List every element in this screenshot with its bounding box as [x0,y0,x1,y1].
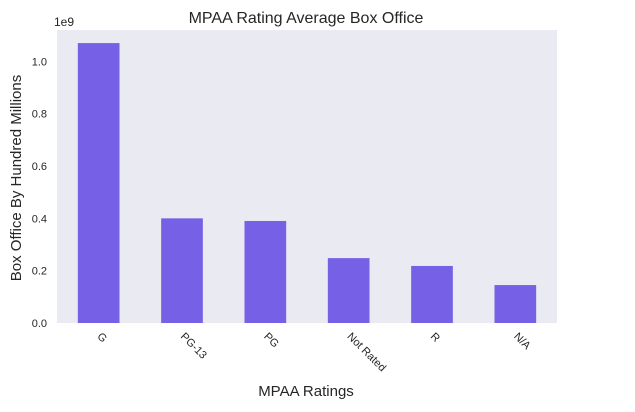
y-tick-label: 1.0 [32,56,47,68]
x-tick-label: Not Rated [345,331,389,375]
bar-pg-13 [161,218,203,323]
bar-n-a [494,285,537,323]
bar-pg [244,220,287,323]
chart-title: MPAA Rating Average Box Office [189,10,424,27]
bar-not-rated [327,258,370,323]
x-tick-label: G [95,331,110,346]
x-tick-label: PG-13 [178,331,209,362]
y-axis-offset-label: 1e9 [54,15,74,29]
bar-r [411,265,453,323]
y-tick-label: 0.6 [32,161,47,173]
x-tick-label: N/A [511,331,533,353]
bar-g [77,43,120,324]
x-tick-label: PG [261,331,281,351]
y-tick-label: 0.8 [32,109,47,121]
x-axis-label: MPAA Ratings [258,383,354,400]
plot-area [57,30,557,323]
y-tick-label: 0.0 [32,318,47,330]
x-tick-label: R [428,331,442,345]
y-axis-ticks: 0.0 0.2 0.4 0.6 0.8 1.0 [32,56,47,330]
y-tick-label: 0.2 [32,266,47,278]
bars-group [77,43,537,324]
y-tick-label: 0.4 [32,213,47,225]
x-axis-ticks: G PG-13 PG Not Rated R N/A [95,331,534,375]
y-axis-label: Box Office By Hundred Millions [8,75,25,281]
